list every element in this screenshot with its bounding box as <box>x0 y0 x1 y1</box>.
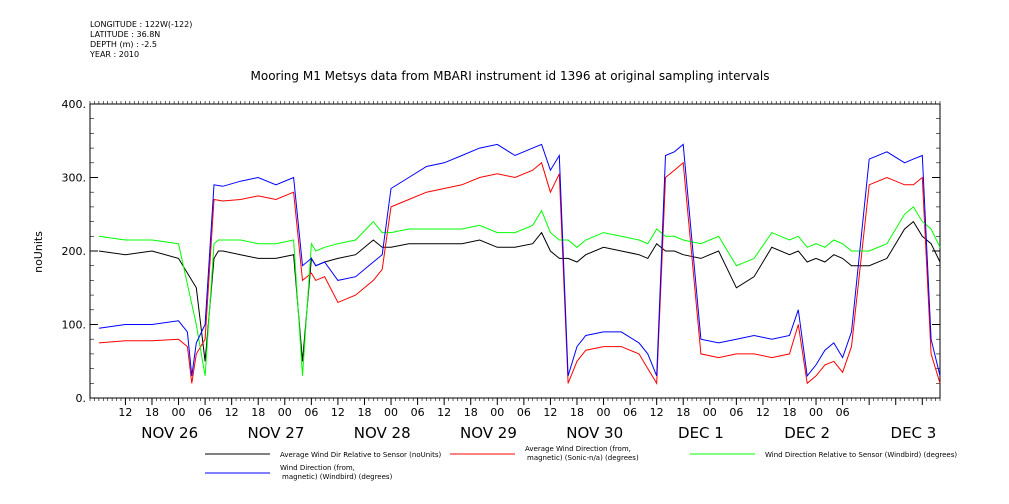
x-tick-label: 12 <box>543 406 557 419</box>
x-tick-label: 18 <box>676 406 690 419</box>
x-tick-label: 06 <box>198 406 212 419</box>
y-tick-label: 400. <box>62 98 87 111</box>
y-tick-label: 100. <box>62 319 87 332</box>
x-tick-label: 06 <box>836 406 850 419</box>
x-tick-label: 00 <box>384 406 398 419</box>
x-tick-label: 12 <box>118 406 132 419</box>
chart-title: Mooring M1 Metsys data from MBARI instru… <box>251 69 770 83</box>
x-tick-label: 12 <box>437 406 451 419</box>
plot-frame <box>89 103 941 399</box>
legend-label-4: Wind Direction (from, magnetic) (Windbir… <box>280 464 393 481</box>
x-tick-label: 18 <box>782 406 796 419</box>
x-day-label: DEC 1 <box>678 424 724 442</box>
x-tick-label: 06 <box>623 406 637 419</box>
x-tick-label: 12 <box>331 406 345 419</box>
metadata-block: LONGITUDE : 122W(-122) LATITUDE : 36.8N … <box>90 20 192 60</box>
x-tick-label: 12 <box>650 406 664 419</box>
year-label: YEAR : 2010 <box>90 50 140 59</box>
y-tick-label: 300. <box>62 172 87 185</box>
x-day-label: NOV 28 <box>354 424 411 442</box>
x-tick-label: 00 <box>703 406 717 419</box>
x-day-label: NOV 27 <box>247 424 304 442</box>
x-tick-label: 06 <box>411 406 425 419</box>
x-tick-label: 00 <box>597 406 611 419</box>
legend-label-3: Wind Direction Relative to Sensor (Windb… <box>765 451 957 459</box>
x-tick-label: 18 <box>570 406 584 419</box>
x-tick-label: 12 <box>756 406 770 419</box>
y-tick-label: 0. <box>76 392 87 405</box>
longitude-label: LONGITUDE : 122W(-122) <box>90 20 193 29</box>
x-day-label: NOV 30 <box>566 424 623 442</box>
series-line-4 <box>98 143 941 378</box>
x-tick-label: 12 <box>225 406 239 419</box>
x-day-label: NOV 29 <box>460 424 517 442</box>
series-line-3 <box>98 206 941 376</box>
x-tick-label: 06 <box>517 406 531 419</box>
depth-label: DEPTH (m) : -2.5 <box>90 40 157 49</box>
series-line-1 <box>98 220 941 362</box>
x-tick-label: 18 <box>145 406 159 419</box>
x-tick-label: 06 <box>729 406 743 419</box>
x-tick-label: 00 <box>809 406 823 419</box>
legend-label-1: Average Wind Dir Relative to Sensor (noU… <box>280 451 441 459</box>
x-day-label: NOV 26 <box>141 424 198 442</box>
series-line-2 <box>98 161 941 385</box>
x-tick-label: 18 <box>464 406 478 419</box>
x-tick-label: 06 <box>304 406 318 419</box>
x-tick-label: 00 <box>172 406 186 419</box>
y-tick-label: 200. <box>62 245 87 258</box>
x-day-label: DEC 2 <box>784 424 830 442</box>
x-tick-label: 00 <box>278 406 292 419</box>
legend-label-2: Average Wind Direction (from, magnetic) … <box>525 445 639 462</box>
x-tick-label: 00 <box>490 406 504 419</box>
latitude-label: LATITUDE : 36.8N <box>90 30 161 39</box>
x-day-label: DEC 3 <box>891 424 937 442</box>
x-tick-label: 18 <box>357 406 371 419</box>
x-tick-label: 18 <box>251 406 265 419</box>
y-axis-label: noUnits <box>32 231 45 273</box>
